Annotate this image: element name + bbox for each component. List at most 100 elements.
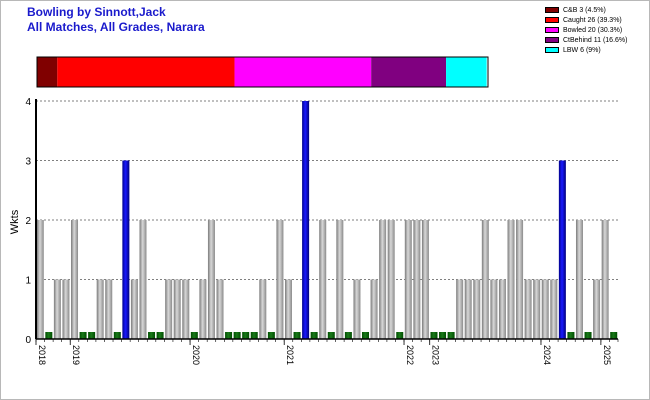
bar (353, 279, 361, 339)
bar-zero (610, 332, 618, 339)
bar (387, 220, 395, 339)
bar (36, 220, 44, 339)
bar (105, 279, 113, 339)
bar (182, 279, 190, 339)
bar (507, 220, 515, 339)
bar (130, 279, 138, 339)
bar (207, 220, 215, 339)
bar-zero (584, 332, 592, 339)
x-year-label: 2019 (71, 345, 81, 365)
bar (96, 279, 104, 339)
bar-zero (45, 332, 53, 339)
bar (593, 279, 601, 339)
dismissal-segment (57, 57, 235, 87)
legend-swatch (545, 37, 559, 43)
legend-label: CtBehind 11 (16.6%) (563, 36, 628, 44)
chart-title-line1: Bowling by Sinnott,Jack (27, 5, 166, 19)
bar (216, 279, 224, 339)
legend-item: C&B 3 (4.5%) (545, 5, 627, 15)
bar-highlight (558, 160, 566, 339)
bar (404, 220, 412, 339)
y-tick-label: 4 (25, 97, 31, 108)
bar (541, 279, 549, 339)
bar (413, 220, 421, 339)
bar (319, 220, 327, 339)
bar-zero (362, 332, 370, 339)
x-year-label: 2024 (542, 345, 552, 365)
legend-item: LBW 6 (9%) (545, 45, 627, 55)
bar (498, 279, 506, 339)
x-year-label: 2023 (431, 345, 441, 365)
y-tick-label: 0 (25, 335, 31, 346)
bar (199, 279, 207, 339)
bar-zero (327, 332, 335, 339)
bar (524, 279, 532, 339)
bar (71, 220, 79, 339)
legend-item: CtBehind 11 (16.6%) (545, 35, 627, 45)
bar-zero (225, 332, 233, 339)
bar (259, 279, 267, 339)
legend-label: Caught 26 (39.3%) (563, 16, 622, 24)
bar (456, 279, 464, 339)
bar-zero (267, 332, 275, 339)
bar (601, 220, 609, 339)
legend: C&B 3 (4.5%) Caught 26 (39.3%) Bowled 20 (… (545, 5, 627, 55)
legend-swatch (545, 47, 559, 53)
dismissal-bar-border (36, 56, 489, 88)
bar (421, 220, 429, 339)
legend-label: Bowled 20 (30.3%) (563, 26, 623, 34)
bar-zero (439, 332, 447, 339)
legend-swatch (545, 17, 559, 23)
bar (336, 220, 344, 339)
bar-zero (430, 332, 438, 339)
legend-label: LBW 6 (9%) (563, 46, 601, 54)
bar (370, 279, 378, 339)
bar-zero (242, 332, 250, 339)
bar (165, 279, 173, 339)
chart-title-line2: All Matches, All Grades, Narara (27, 20, 205, 34)
legend-label: C&B 3 (4.5%) (563, 6, 606, 14)
bar-zero (293, 332, 301, 339)
bar (481, 220, 489, 339)
bar (550, 279, 558, 339)
legend-item: Bowled 20 (30.3%) (545, 25, 627, 35)
x-year-label: 2022 (405, 345, 415, 365)
bar (575, 220, 583, 339)
bar (516, 220, 524, 339)
bar-zero (156, 332, 164, 339)
bar-highlight (122, 160, 130, 339)
bar (284, 279, 292, 339)
y-tick-label: 2 (25, 216, 31, 227)
x-year-label: 2025 (602, 345, 612, 365)
bar-zero (344, 332, 352, 339)
bar (139, 220, 147, 339)
bar (62, 279, 70, 339)
bar-zero (567, 332, 575, 339)
dismissal-segment (37, 57, 58, 87)
bar (464, 279, 472, 339)
bar (533, 279, 541, 339)
bar-zero (113, 332, 121, 339)
bar (53, 279, 61, 339)
bar-zero (190, 332, 198, 339)
x-year-label: 2020 (191, 345, 201, 365)
bar (490, 279, 498, 339)
legend-swatch (545, 27, 559, 33)
bar-zero (310, 332, 318, 339)
dismissal-segment (234, 57, 372, 87)
legend-swatch (545, 7, 559, 13)
dismissal-segment (371, 57, 447, 87)
bar (173, 279, 181, 339)
y-tick-label: 1 (25, 276, 31, 287)
x-year-label: 2021 (285, 345, 295, 365)
bar-zero (79, 332, 87, 339)
y-axis-label: Wkts (9, 209, 21, 234)
bar-zero (148, 332, 156, 339)
bar (276, 220, 284, 339)
x-year-label: 2018 (37, 345, 47, 365)
bar-zero (250, 332, 258, 339)
bar-zero (447, 332, 455, 339)
bar (379, 220, 387, 339)
bar-zero (396, 332, 404, 339)
bar-zero (233, 332, 241, 339)
